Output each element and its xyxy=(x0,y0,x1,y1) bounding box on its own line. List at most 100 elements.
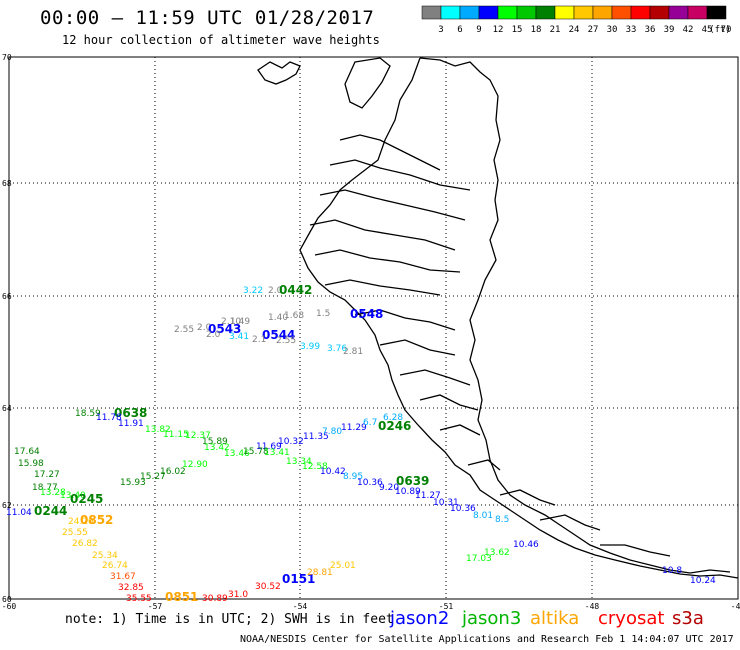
swh-label: 3.99 xyxy=(300,342,320,352)
lat-tick: 66 xyxy=(2,292,12,301)
swh-label: 13.46 xyxy=(224,449,250,459)
swh-label: 13.41 xyxy=(264,448,290,458)
scale-swatch xyxy=(535,5,556,20)
lon-tick: -48 xyxy=(585,602,600,611)
map-title: 00:00 — 11:59 UTC 01/28/2017 xyxy=(40,7,375,29)
swh-label: 8.5 xyxy=(495,515,509,525)
scale-label: 12 xyxy=(493,25,504,35)
swh-label: 25.01 xyxy=(330,561,356,571)
lat-lon-grid xyxy=(9,57,738,599)
swh-label: 6.7 xyxy=(363,418,377,428)
swh-label: 13.82 xyxy=(145,425,171,435)
scale-swatch xyxy=(611,5,632,20)
swh-label: 10.8 xyxy=(662,566,682,576)
swh-label: 13.34 xyxy=(286,457,312,467)
scale-swatch xyxy=(421,5,442,20)
swh-label: 10.24 xyxy=(690,576,716,586)
swh-label: 9.20 xyxy=(379,483,399,493)
lat-tick: 62 xyxy=(2,501,12,510)
lon-tick: -60 xyxy=(2,602,17,611)
swh-label: 2.0 xyxy=(268,286,283,296)
swh-label: 30.52 xyxy=(255,582,281,592)
swh-label: 0442 xyxy=(279,283,312,297)
swh-label: 13.42 xyxy=(204,443,230,453)
swh-label: 35.55 xyxy=(126,594,152,604)
swh-label: 10.36 xyxy=(450,504,476,514)
swh-label: 13.28 xyxy=(40,488,66,498)
scale-label: 6 xyxy=(457,25,462,35)
scale-swatch xyxy=(706,5,727,20)
scale-label: 21 xyxy=(550,25,561,35)
scale-swatch xyxy=(516,5,537,20)
swh-label: 8.95 xyxy=(343,472,363,482)
swh-label: 2.55 xyxy=(174,325,194,335)
scale-swatch xyxy=(459,5,480,20)
greenland-coastline xyxy=(257,57,739,579)
scale-swatch xyxy=(687,5,708,20)
swh-label: 10.31 xyxy=(433,498,459,508)
swh-label: 17.64 xyxy=(14,447,40,457)
swh-label: 11.04 xyxy=(6,508,32,518)
swh-label: 12.58 xyxy=(302,462,328,472)
legend-jason2: jason2 xyxy=(390,608,450,629)
scale-label: 24 xyxy=(569,25,580,35)
swh-label: 1.40 xyxy=(268,313,288,323)
swh-label: 10.89 xyxy=(395,487,421,497)
swh-label: 15.78 xyxy=(243,447,269,457)
swh-label: 17.03 xyxy=(466,554,492,564)
swh-label: 0639 xyxy=(396,474,429,488)
swh-label: 0544 xyxy=(262,328,295,342)
swh-label: 11.78 xyxy=(96,413,122,423)
scale-swatch xyxy=(630,5,651,20)
swh-label: 31.67 xyxy=(110,572,136,582)
lat-tick: 70 xyxy=(2,53,12,62)
swh-label: 11.69 xyxy=(256,442,282,452)
scale-swatch xyxy=(668,5,689,20)
swh-label: 0851 xyxy=(165,590,198,604)
scale-swatch xyxy=(592,5,613,20)
swh-label: 15.27 xyxy=(140,472,166,482)
swh-label: 11.27 xyxy=(415,491,441,501)
lon-tick: -57 xyxy=(148,602,163,611)
units-note: note: 1) Time is in UTC; 2) SWH is in fe… xyxy=(65,612,394,627)
swh-label: 8.01 xyxy=(473,511,493,521)
scale-label: 18 xyxy=(531,25,542,35)
swh-label: 10.32 xyxy=(278,437,304,447)
swh-label: 10.36 xyxy=(357,478,383,488)
scale-label: 45 xyxy=(702,25,713,35)
swh-label: 13.40 xyxy=(60,491,86,501)
swh-label: 30.89 xyxy=(202,594,228,604)
swh-label: 11.35 xyxy=(303,432,329,442)
map-subtitle: 12 hour collection of altimeter wave hei… xyxy=(62,33,380,47)
lat-tick: 60 xyxy=(2,595,12,604)
swh-label: 31.0 xyxy=(228,590,248,600)
swh-label: 26.82 xyxy=(72,539,98,549)
swh-label: 0151 xyxy=(282,572,315,586)
swh-label: 7.80 xyxy=(322,427,342,437)
lat-tick: 64 xyxy=(2,404,12,413)
swh-label: 16.02 xyxy=(160,467,186,477)
swh-label: 18.77 xyxy=(32,483,58,493)
lon-tick: -54 xyxy=(293,602,308,611)
legend-s3a: s3a xyxy=(672,608,704,629)
swh-label: 28.81 xyxy=(307,568,333,578)
swh-label: 32.85 xyxy=(118,583,144,593)
scale-swatch xyxy=(440,5,461,20)
axis-tick-labels: 70 68 66 64 62 60-60 -57 -54 -51 -48 -45 xyxy=(2,53,740,611)
swh-label: 2.0 xyxy=(197,323,212,333)
credit-line: NOAA/NESDIS Center for Satellite Applica… xyxy=(240,634,734,645)
swh-label: 0543 xyxy=(208,322,241,336)
swh-label: 0245 xyxy=(70,492,103,506)
swh-label: 1.49 xyxy=(230,317,250,327)
swh-label: 2.0 xyxy=(206,330,221,340)
scale-label: 39 xyxy=(664,25,675,35)
swh-label: 13.62 xyxy=(484,548,510,558)
swh-label: 11.91 xyxy=(118,419,144,429)
scale-swatch xyxy=(554,5,575,20)
swh-label: 2.55 xyxy=(276,336,296,346)
scale-label: 70 xyxy=(721,25,732,35)
swh-label: 15.89 xyxy=(202,437,228,447)
scale-label: 30 xyxy=(607,25,618,35)
swh-label: 0548 xyxy=(350,307,383,321)
